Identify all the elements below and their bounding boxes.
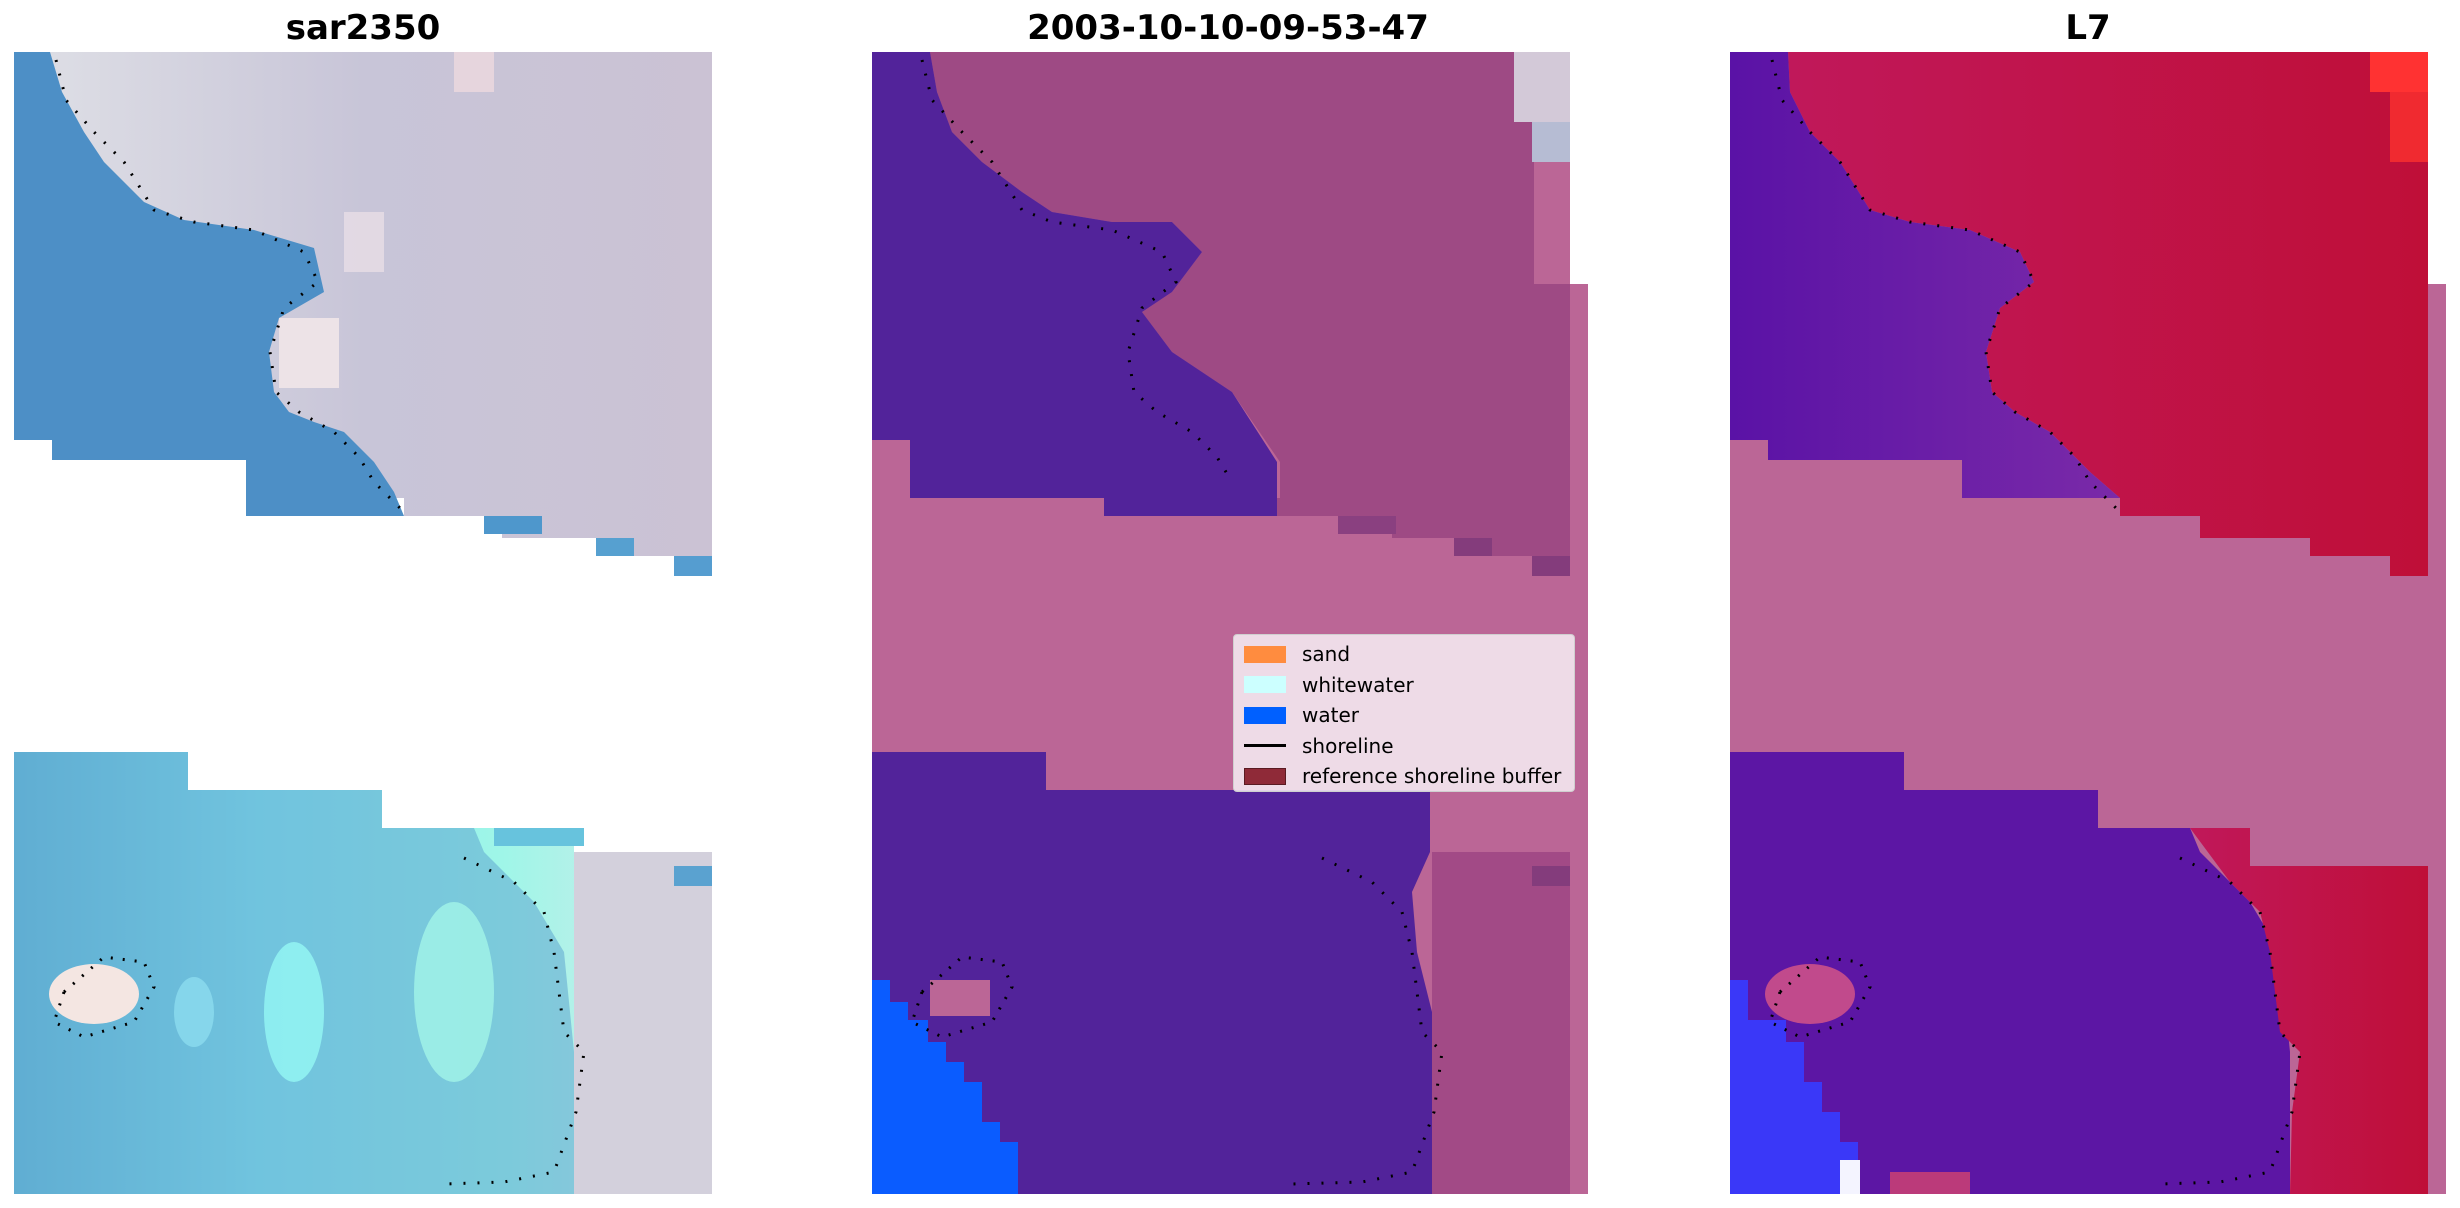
index-water-bottom xyxy=(1730,752,2290,1194)
classified-shoreline-loop xyxy=(910,955,1014,1039)
legend-label-water: water xyxy=(1302,703,1359,728)
index-image-panel xyxy=(1730,52,2446,1194)
classified-image xyxy=(872,52,1588,1194)
legend-swatch-reference-buffer xyxy=(1244,767,1286,785)
legend-item-shoreline: shoreline xyxy=(1244,731,1564,762)
rgb-water-top xyxy=(14,52,404,516)
legend-label-reference-buffer: reference shoreline buffer xyxy=(1302,764,1562,789)
rgb-shoreline-loop xyxy=(52,955,156,1039)
legend: sand whitewater water shoreline referenc… xyxy=(1233,634,1575,792)
index-shoreline-loop xyxy=(1768,955,1872,1039)
legend-swatch-sand xyxy=(1244,645,1286,663)
legend-item-reference-buffer: reference shoreline buffer xyxy=(1244,761,1564,792)
index-land-bottom xyxy=(2190,828,2428,1194)
legend-swatch-whitewater xyxy=(1244,676,1286,694)
index-blue-corner xyxy=(1730,980,1858,1194)
legend-label-whitewater: whitewater xyxy=(1302,672,1414,697)
classified-deep-water xyxy=(872,980,1018,1194)
classified-image-panel xyxy=(872,52,1588,1194)
classified-land-top xyxy=(930,52,1570,576)
classified-land-bottom xyxy=(1432,852,1570,1194)
legend-line-shoreline xyxy=(1244,744,1286,748)
classified-water-top xyxy=(872,52,1277,516)
rgb-image-panel xyxy=(14,52,712,1194)
legend-item-whitewater: whitewater xyxy=(1244,670,1564,701)
panel-title-index: L7 xyxy=(2065,8,2111,48)
legend-label-shoreline: shoreline xyxy=(1302,733,1394,758)
panel-title-classified: 2003-10-10-09-53-47 xyxy=(1027,8,1429,48)
index-water-top xyxy=(1730,52,2120,498)
legend-item-sand: sand xyxy=(1244,639,1564,670)
index-land-top xyxy=(1788,52,2428,576)
classified-water-bottom xyxy=(872,752,1432,1194)
rgb-image xyxy=(14,52,712,1194)
index-shoreline-top xyxy=(1770,59,2122,514)
legend-item-water: water xyxy=(1244,700,1564,731)
legend-swatch-water xyxy=(1244,706,1286,724)
rgb-shoreline-top xyxy=(54,59,406,514)
legend-label-sand: sand xyxy=(1302,642,1351,667)
panel-title-rgb: sar2350 xyxy=(285,8,441,48)
index-image xyxy=(1730,52,2446,1194)
